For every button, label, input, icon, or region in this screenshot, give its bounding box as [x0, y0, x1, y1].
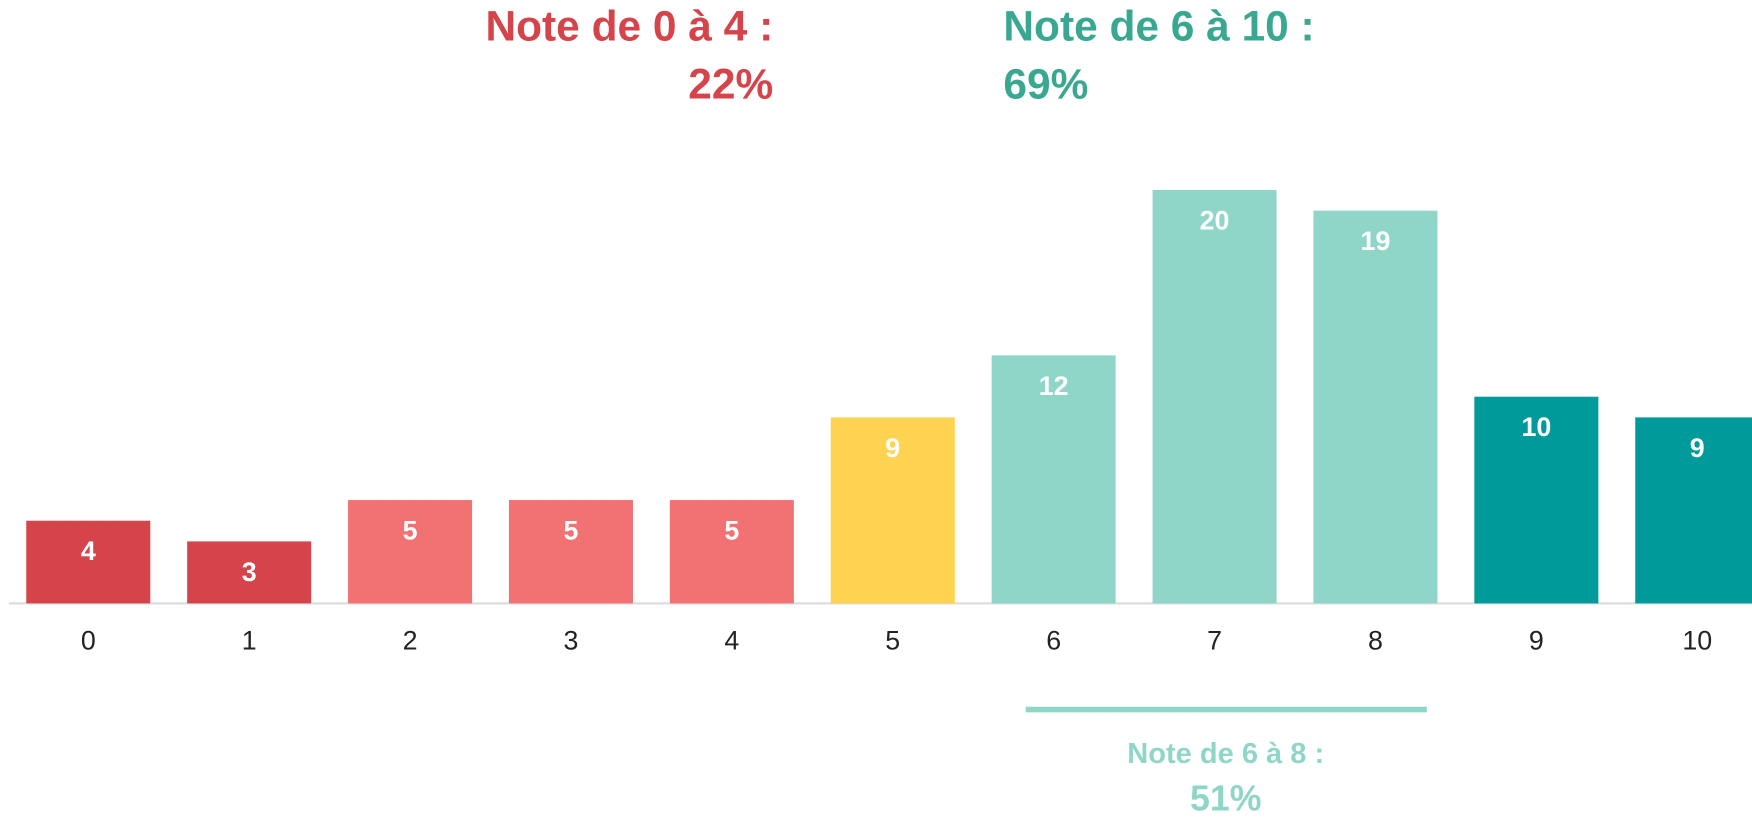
- x-tick-label: 3: [564, 626, 579, 656]
- annotation: 51%: [1190, 779, 1262, 818]
- bar: [1474, 396, 1599, 604]
- annotation: Note de 6 à 8 :: [1127, 738, 1324, 770]
- bar: [669, 500, 794, 604]
- bar: [348, 500, 473, 604]
- bar: [830, 417, 955, 604]
- annotation: Note de 6 à 10 :: [1003, 2, 1314, 49]
- value-label: 5: [564, 516, 579, 546]
- value-label: 19: [1361, 226, 1391, 256]
- x-tick-label: 4: [724, 626, 739, 656]
- x-tick-label: 9: [1529, 626, 1544, 656]
- value-label: 4: [81, 536, 96, 566]
- annotation: 22%: [688, 60, 773, 107]
- value-label: 12: [1039, 371, 1069, 401]
- bar: [187, 541, 312, 604]
- x-tick-label: 6: [1046, 626, 1061, 656]
- x-tick-label: 2: [403, 626, 418, 656]
- annotation: Note de 0 à 4 :: [485, 2, 773, 49]
- value-label: 9: [1690, 433, 1705, 463]
- x-tick-label: 7: [1207, 626, 1222, 656]
- bar: [991, 355, 1116, 604]
- value-label: 3: [242, 557, 257, 587]
- x-tick-label: 0: [81, 626, 96, 656]
- x-tick-label: 10: [1682, 626, 1712, 656]
- value-label: 20: [1200, 205, 1230, 235]
- bar: [26, 520, 151, 604]
- value-label: 5: [403, 516, 418, 546]
- x-tick-label: 5: [885, 626, 900, 656]
- x-tick-label: 8: [1368, 626, 1383, 656]
- value-label: 10: [1521, 412, 1551, 442]
- bar: [508, 500, 633, 604]
- value-label: 5: [724, 516, 739, 546]
- annotation: 69%: [1003, 60, 1088, 107]
- x-tick-label: 1: [242, 626, 257, 656]
- bar: [1313, 210, 1438, 604]
- bar: [1635, 417, 1752, 604]
- bar: [1152, 190, 1277, 604]
- value-label: 9: [885, 433, 900, 463]
